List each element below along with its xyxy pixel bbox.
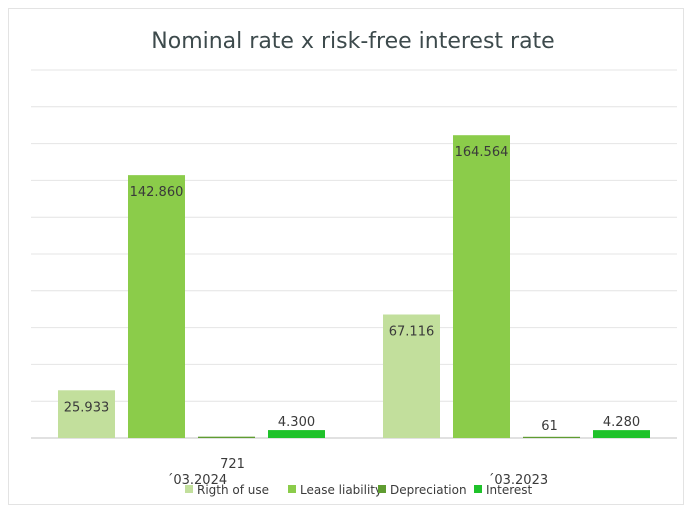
chart: Nominal rate x risk-free interest rate 2… <box>31 29 677 497</box>
legend: Rigth of use Lease liability Depreciation I… <box>185 483 533 497</box>
gridlines <box>31 69 677 439</box>
data-label: 61 <box>541 419 558 434</box>
category-labels: ´03.2024 ´03.2023 <box>167 473 548 488</box>
chart-frame: Nominal rate x risk-free interest rate 2… <box>8 8 684 505</box>
bar-interest-2 <box>593 430 650 438</box>
bar-lease-liability-1 <box>128 175 185 438</box>
bar-lease-liability-2 <box>453 135 510 438</box>
data-label: 25.933 <box>64 400 110 415</box>
legend-label: Depreciation <box>390 483 467 497</box>
bars <box>58 135 650 438</box>
legend-swatch <box>288 485 296 493</box>
bar-rigth-of-use-1 <box>58 390 115 438</box>
category-label: ´03.2023 <box>488 473 548 488</box>
bar-interest-1 <box>268 430 325 438</box>
data-label: 142.860 <box>130 185 184 200</box>
bar-depreciation-2 <box>523 436 580 438</box>
legend-swatch <box>378 485 386 493</box>
data-label: 67.116 <box>389 325 435 340</box>
legend-swatch <box>474 485 482 493</box>
legend-label: Lease liability <box>300 483 382 497</box>
legend-label: Interest <box>486 483 533 497</box>
data-label: 721 <box>220 457 245 472</box>
legend-label: Rigth of use <box>197 483 269 497</box>
chart-title: Nominal rate x risk-free interest rate <box>151 29 554 54</box>
bar-depreciation-1 <box>198 436 255 438</box>
data-labels: 25.933 142.860 721 4.300 67.116 164.564 61 4.28… <box>64 145 640 472</box>
data-label: 4.280 <box>603 415 640 430</box>
category-label: ´03.2024 <box>167 473 227 488</box>
data-label: 164.564 <box>455 145 509 160</box>
data-label: 4.300 <box>278 415 315 430</box>
bar-rigth-of-use-2 <box>383 314 440 438</box>
legend-swatch <box>185 485 193 493</box>
